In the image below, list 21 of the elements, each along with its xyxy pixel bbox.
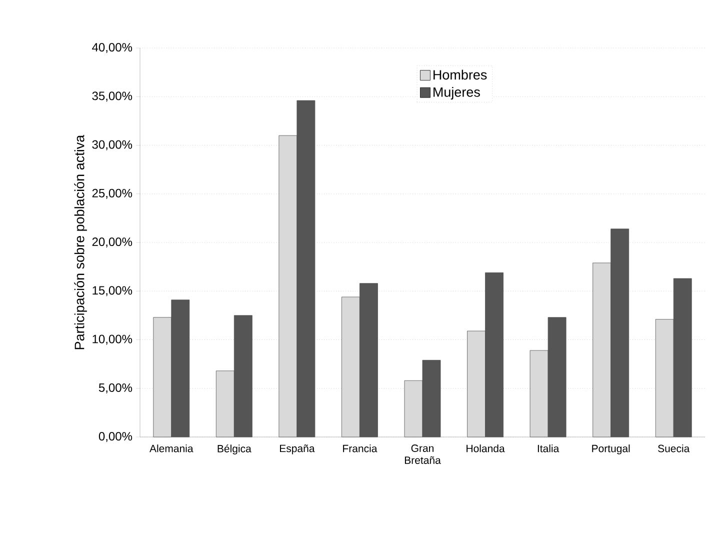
y-tick-label: 30,00%: [92, 140, 132, 150]
x-tick-label: Bélgica: [218, 444, 252, 454]
y-tick-label: 5,00%: [98, 383, 132, 394]
y-tick-label: 15,00%: [92, 286, 132, 296]
x-tick-label: Gran Bretaña: [404, 444, 441, 464]
y-tick-label: 20,00%: [92, 238, 132, 248]
y-tick-label: 35,00%: [92, 92, 132, 102]
x-tick-label: Suecia: [658, 444, 690, 452]
legend-label: Hombres: [434, 70, 487, 80]
x-tick-label: Alemania: [150, 444, 194, 452]
y-tick-label: 25,00%: [92, 188, 132, 199]
x-tick-label: Francia: [343, 444, 378, 452]
x-tick-label: Italia: [538, 444, 560, 452]
y-axis-title: Participación sobre población activa: [74, 134, 87, 350]
legend-label: Mujeres: [434, 86, 480, 100]
y-tick-label: 10,00%: [92, 334, 132, 345]
y-tick-label: 40,00%: [92, 43, 132, 53]
x-tick-label: Portugal: [592, 444, 630, 454]
x-tick-label: España: [280, 444, 315, 454]
y-tick-label: 0,00%: [98, 432, 132, 442]
x-tick-label: Holanda: [466, 444, 505, 452]
